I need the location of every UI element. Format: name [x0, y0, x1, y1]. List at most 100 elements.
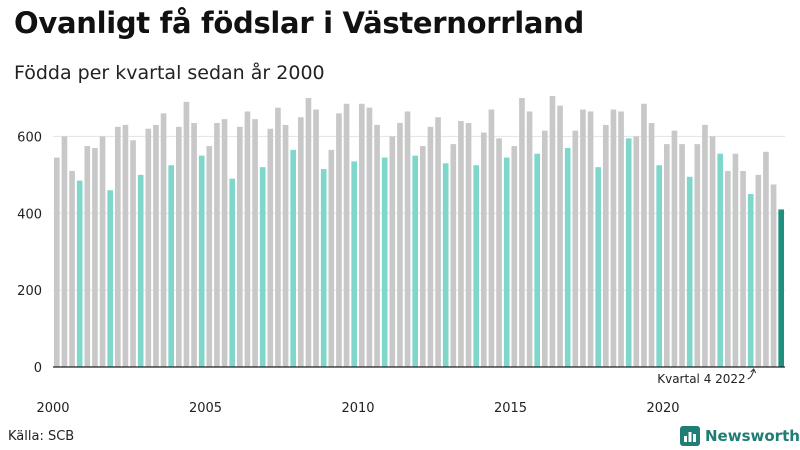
x-tick-label: 2020: [646, 401, 679, 416]
bar: [114, 126, 121, 367]
bar: [519, 98, 525, 367]
bar-chart: 0 200 400 600 2000 2005 2010 2015 2020 Kvartal …: [17, 96, 785, 416]
bar-chart-logo-icon: [680, 426, 700, 446]
y-tick-label: 0: [34, 361, 42, 376]
bar: [480, 132, 487, 367]
bar: [549, 96, 556, 367]
bar: [404, 111, 411, 367]
bar: [229, 178, 236, 367]
y-axis-ticks: 0 200 400 600: [17, 130, 42, 376]
brand-logo: Newsworthy: [680, 426, 800, 446]
bar: [618, 111, 624, 367]
bar: [351, 161, 358, 367]
bar: [671, 130, 678, 367]
bar: [625, 138, 632, 367]
bar: [175, 126, 182, 367]
bar: [465, 122, 472, 367]
bar: [427, 126, 434, 367]
bar: [252, 119, 258, 367]
bar: [145, 128, 152, 367]
bar: [221, 119, 228, 367]
bar: [183, 101, 190, 367]
x-tick-label: 2010: [341, 401, 374, 416]
bar: [198, 155, 205, 367]
bar: [358, 103, 365, 367]
annotation-arrow: [747, 368, 757, 380]
bar: [770, 184, 777, 367]
bar: [740, 171, 746, 367]
bar: [84, 146, 91, 367]
bar: [259, 167, 266, 367]
bar: [473, 165, 480, 367]
bar: [412, 155, 419, 367]
bar: [99, 136, 106, 367]
annotation-label: Kvartal 4 2022: [657, 372, 745, 386]
gridlines: [53, 135, 785, 291]
bar: [92, 147, 98, 367]
bar: [130, 140, 136, 367]
bar: [76, 180, 83, 367]
bar: [450, 144, 457, 367]
bar: [374, 124, 380, 368]
bar: [709, 136, 716, 367]
bar: [763, 151, 769, 367]
bar: [702, 124, 708, 368]
bar: [724, 171, 731, 367]
bar: [381, 157, 388, 367]
bar: [313, 109, 319, 367]
bar: [557, 105, 563, 367]
bar: [488, 109, 495, 367]
x-tick-label: 2000: [36, 401, 69, 416]
bar: [366, 107, 373, 368]
bar: [236, 126, 243, 367]
bar: [297, 117, 304, 368]
bar: [511, 146, 518, 367]
y-tick-label: 200: [17, 284, 42, 299]
bar: [122, 124, 129, 368]
bar: [663, 144, 670, 367]
bar: [595, 167, 602, 367]
bar: [53, 157, 60, 367]
bar: [275, 107, 281, 368]
bar: [686, 176, 693, 367]
bar: [541, 130, 548, 367]
bar: [343, 103, 350, 367]
bar: [267, 128, 274, 367]
bar: [214, 122, 220, 367]
bar: [160, 113, 167, 368]
bar: [282, 124, 289, 368]
bar: [168, 165, 175, 367]
bar: [419, 146, 426, 367]
bar: [648, 122, 655, 367]
bar: [458, 121, 464, 367]
bar: [587, 111, 594, 367]
bar: [442, 163, 449, 367]
bar: [328, 149, 335, 367]
bars: [53, 96, 785, 368]
bar: [641, 103, 647, 367]
bar: [191, 122, 197, 367]
bar: [755, 174, 762, 367]
brand-name: Newsworthy: [705, 427, 800, 445]
bar: [61, 136, 68, 367]
bar: [244, 111, 251, 367]
bar: [602, 124, 609, 368]
bar: [397, 122, 403, 367]
bar: [679, 144, 685, 367]
bar: [633, 136, 640, 367]
bar: [137, 174, 144, 367]
y-tick-label: 400: [17, 207, 42, 222]
bar: [69, 171, 75, 367]
bar: [153, 124, 159, 368]
bar: [747, 194, 754, 367]
bar: [534, 153, 541, 367]
bar: [778, 209, 785, 367]
bar: [610, 109, 617, 367]
bar: [732, 153, 739, 367]
bar: [564, 147, 571, 367]
bar: [496, 138, 502, 367]
bar: [389, 136, 396, 367]
chart-subtitle: Födda per kvartal sedan år 2000: [14, 62, 325, 84]
x-tick-label: 2005: [189, 401, 222, 416]
bar: [694, 144, 701, 367]
